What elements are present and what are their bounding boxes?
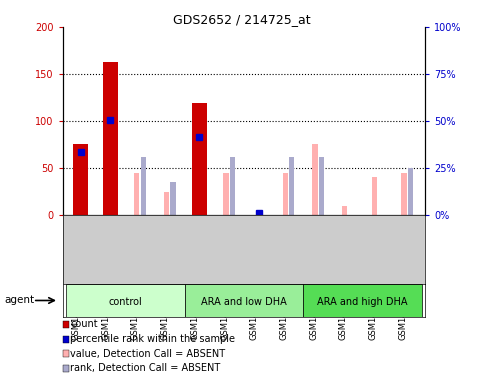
Text: agent: agent: [5, 295, 35, 306]
Text: control: control: [108, 297, 142, 307]
Bar: [303, 284, 422, 317]
Bar: [66, 284, 185, 317]
Bar: [401, 173, 407, 215]
Bar: [185, 284, 303, 317]
Text: value, Detection Call = ABSENT: value, Detection Call = ABSENT: [70, 349, 225, 359]
Text: count: count: [70, 319, 98, 329]
Text: ARA and high DHA: ARA and high DHA: [317, 297, 408, 307]
Bar: [103, 62, 118, 215]
Bar: [73, 144, 88, 215]
Bar: [313, 144, 318, 215]
Bar: [289, 157, 294, 215]
Text: percentile rank within the sample: percentile rank within the sample: [70, 334, 235, 344]
Bar: [164, 192, 169, 215]
Bar: [192, 103, 207, 215]
Bar: [141, 157, 146, 215]
Text: GDS2652 / 214725_at: GDS2652 / 214725_at: [173, 13, 310, 26]
Text: ARA and low DHA: ARA and low DHA: [201, 297, 287, 307]
Bar: [170, 182, 175, 215]
Bar: [283, 173, 288, 215]
Text: rank, Detection Call = ABSENT: rank, Detection Call = ABSENT: [70, 363, 220, 373]
Bar: [408, 168, 413, 215]
Bar: [223, 173, 228, 215]
Bar: [371, 177, 377, 215]
Bar: [229, 157, 235, 215]
Bar: [342, 206, 347, 215]
Bar: [319, 157, 324, 215]
Bar: [134, 173, 140, 215]
